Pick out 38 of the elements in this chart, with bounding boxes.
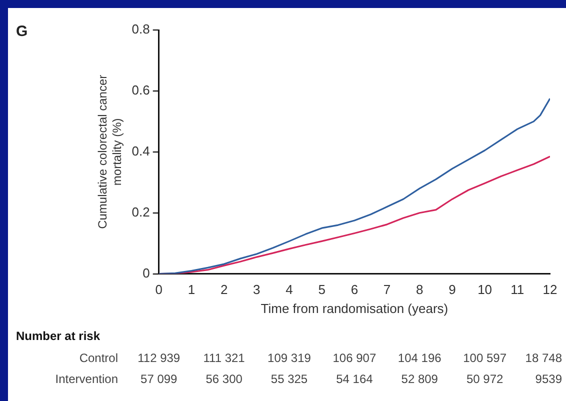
- x-tick-label: 4: [286, 282, 293, 298]
- text: 112 939: [138, 351, 180, 365]
- x-tick-label: 0: [155, 282, 162, 298]
- text: 100 597: [463, 351, 507, 365]
- text: Number at risk: [16, 329, 100, 343]
- text: 111 321: [203, 351, 246, 365]
- x-tick-label: 8: [416, 282, 424, 298]
- text: 9539: [535, 372, 562, 386]
- x-tick-label: 6: [350, 282, 358, 298]
- y-tick-label: 0: [142, 265, 150, 280]
- x-tick-label: 9: [448, 282, 456, 298]
- x-tick-label: 5: [318, 282, 326, 298]
- text: 18 748: [525, 351, 562, 365]
- x-tick-label: 3: [253, 282, 260, 298]
- text: 57 099: [140, 372, 178, 386]
- text: 56 300: [206, 372, 243, 386]
- x-tick-label: 2: [220, 282, 228, 298]
- x-tick-label: 10: [478, 282, 492, 298]
- text: 106 907: [332, 351, 376, 365]
- x-axis-title: Time from randomisation (years): [260, 300, 448, 316]
- x-tick-label: 1: [188, 282, 196, 298]
- y-tick-label: 0.8: [132, 22, 150, 37]
- text: 52 809: [401, 372, 438, 386]
- text: 55 325: [270, 372, 308, 386]
- y-tick-label: 0.4: [132, 143, 150, 158]
- x-tick-label: 11: [510, 282, 524, 298]
- text: G: [16, 23, 28, 40]
- x-tick-label: 7: [383, 282, 391, 298]
- text: Intervention: [55, 372, 118, 386]
- text: Control: [79, 351, 118, 365]
- y-axis-title: Cumulative colorectal cancer mortality (%): [96, 74, 124, 229]
- y-tick-label: 0.6: [132, 82, 150, 98]
- x-tick-label: 12: [542, 282, 558, 298]
- text: 50 972: [466, 372, 504, 386]
- text: 104 196: [398, 351, 442, 365]
- text: 109 319: [268, 351, 312, 365]
- text: 54 164: [336, 372, 374, 386]
- y-tick-label: 0.2: [132, 204, 150, 220]
